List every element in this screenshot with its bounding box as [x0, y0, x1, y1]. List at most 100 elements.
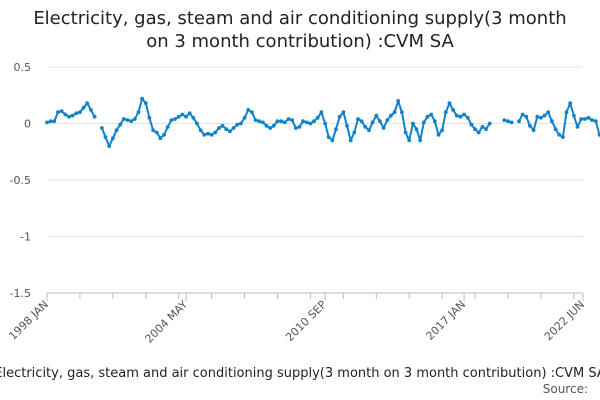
data-point[interactable] — [304, 120, 309, 125]
data-point[interactable] — [396, 99, 401, 103]
data-point[interactable] — [103, 135, 108, 140]
data-point[interactable] — [546, 110, 551, 115]
data-point[interactable] — [334, 127, 338, 132]
data-point[interactable] — [465, 115, 470, 120]
data-point[interactable] — [370, 120, 375, 125]
data-point[interactable] — [121, 117, 126, 121]
data-point[interactable] — [187, 111, 192, 116]
data-point[interactable] — [89, 108, 93, 112]
data-point[interactable] — [535, 114, 540, 119]
data-point[interactable] — [323, 121, 327, 126]
data-point[interactable] — [151, 128, 156, 133]
data-point[interactable] — [451, 108, 455, 112]
data-point[interactable] — [400, 110, 404, 115]
data-point[interactable] — [590, 118, 594, 122]
data-point[interactable] — [78, 110, 82, 115]
data-point[interactable] — [165, 125, 170, 129]
data-point[interactable] — [239, 121, 243, 126]
data-point[interactable] — [403, 130, 408, 135]
data-point[interactable] — [92, 114, 97, 119]
data-point[interactable] — [582, 117, 587, 121]
data-point[interactable] — [253, 118, 258, 122]
data-point[interactable] — [473, 127, 477, 132]
data-point[interactable] — [425, 114, 430, 119]
data-point[interactable] — [154, 130, 159, 135]
data-point[interactable] — [220, 123, 225, 128]
data-point[interactable] — [348, 138, 353, 143]
data-point[interactable] — [195, 121, 199, 126]
data-point[interactable] — [432, 119, 437, 124]
data-point[interactable] — [264, 123, 269, 128]
data-point[interactable] — [502, 118, 507, 122]
data-point[interactable] — [476, 130, 481, 135]
data-point[interactable] — [341, 110, 346, 115]
data-point[interactable] — [392, 110, 397, 115]
data-point[interactable] — [56, 110, 60, 115]
data-point[interactable] — [356, 117, 360, 121]
data-point[interactable] — [557, 132, 562, 137]
data-point[interactable] — [250, 110, 254, 115]
data-point[interactable] — [261, 120, 265, 125]
data-point[interactable] — [593, 119, 598, 124]
data-point[interactable] — [568, 101, 573, 106]
data-point[interactable] — [561, 135, 565, 140]
data-point[interactable] — [125, 118, 130, 122]
data-point[interactable] — [575, 125, 580, 129]
data-point[interactable] — [586, 115, 591, 120]
data-point[interactable] — [246, 108, 251, 112]
data-point[interactable] — [520, 112, 525, 117]
data-point[interactable] — [224, 127, 229, 132]
data-point[interactable] — [301, 119, 305, 124]
data-point[interactable] — [436, 132, 441, 137]
data-point[interactable] — [140, 96, 145, 101]
data-point[interactable] — [469, 122, 474, 127]
data-point[interactable] — [158, 136, 163, 141]
data-point[interactable] — [279, 119, 284, 124]
data-point[interactable] — [330, 138, 335, 143]
data-point[interactable] — [63, 112, 68, 117]
data-point[interactable] — [169, 118, 174, 122]
data-point[interactable] — [100, 126, 104, 130]
data-point[interactable] — [132, 117, 137, 121]
data-point[interactable] — [531, 128, 536, 133]
data-point[interactable] — [74, 111, 79, 116]
data-point[interactable] — [326, 135, 331, 140]
data-point[interactable] — [176, 114, 181, 119]
data-point[interactable] — [286, 117, 291, 121]
data-point[interactable] — [59, 109, 64, 113]
data-point[interactable] — [462, 112, 466, 117]
data-point[interactable] — [129, 119, 134, 124]
data-point[interactable] — [528, 123, 532, 128]
data-point[interactable] — [235, 122, 240, 127]
data-point[interactable] — [337, 114, 342, 119]
data-point[interactable] — [228, 129, 232, 134]
data-point[interactable] — [517, 119, 521, 124]
data-point[interactable] — [458, 114, 463, 119]
data-point[interactable] — [290, 118, 294, 122]
data-point[interactable] — [443, 110, 448, 115]
data-point[interactable] — [118, 122, 123, 127]
data-point[interactable] — [506, 119, 510, 124]
data-point[interactable] — [389, 113, 393, 118]
data-point[interactable] — [480, 125, 485, 129]
data-point[interactable] — [440, 128, 444, 133]
data-point[interactable] — [524, 114, 529, 119]
data-point[interactable] — [374, 113, 379, 118]
data-point[interactable] — [293, 126, 298, 130]
data-point[interactable] — [180, 112, 185, 117]
data-point[interactable] — [542, 113, 547, 118]
data-point[interactable] — [429, 112, 434, 117]
data-point[interactable] — [572, 113, 576, 118]
data-point[interactable] — [315, 115, 320, 120]
data-point[interactable] — [509, 120, 514, 125]
data-point[interactable] — [454, 113, 459, 118]
data-point[interactable] — [198, 128, 203, 133]
data-point[interactable] — [275, 119, 280, 124]
data-point[interactable] — [378, 119, 382, 124]
data-point[interactable] — [414, 127, 419, 132]
data-point[interactable] — [345, 123, 349, 128]
data-point[interactable] — [242, 115, 247, 120]
data-point[interactable] — [173, 117, 178, 121]
data-point[interactable] — [447, 101, 452, 106]
data-point[interactable] — [308, 121, 313, 126]
